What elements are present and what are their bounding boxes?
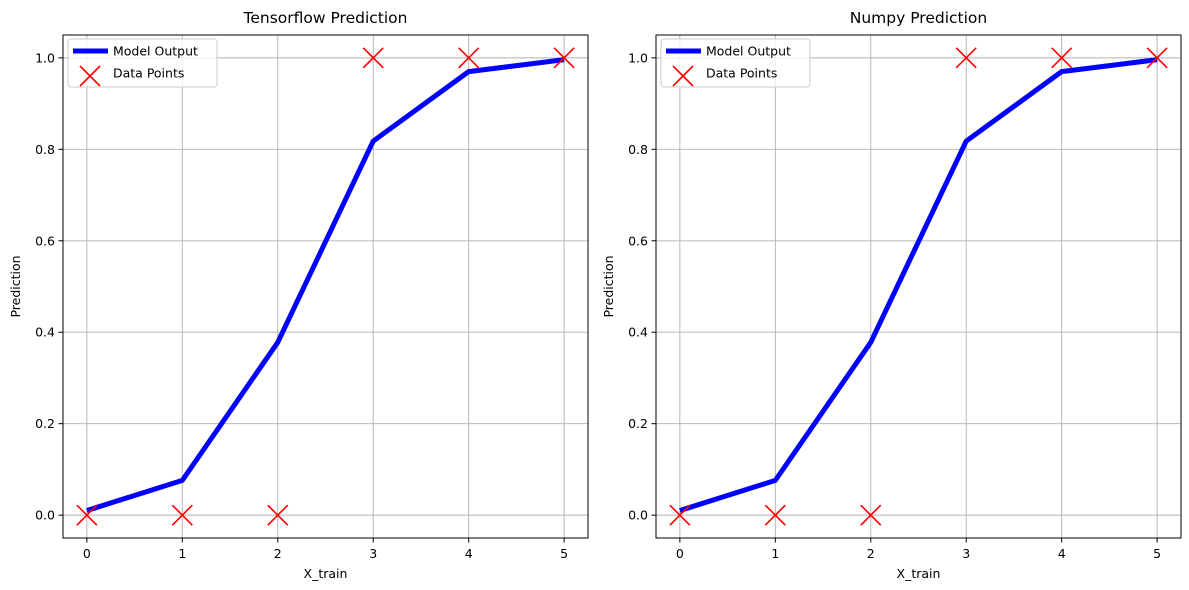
x-tick-label: 1 <box>771 546 779 561</box>
x-marker-stroke <box>669 504 691 526</box>
y-tick-label: 0.4 <box>35 325 55 340</box>
axes-frame <box>62 34 589 539</box>
data-point-marker <box>1051 47 1073 69</box>
data-point-marker <box>669 504 691 526</box>
x-tick-label: 1 <box>178 546 186 561</box>
y-tick-label: 0.2 <box>628 416 648 431</box>
x-tick-label: 0 <box>83 546 91 561</box>
data-point-marker <box>267 504 289 526</box>
data-point-marker <box>171 504 193 526</box>
data-point-marker <box>76 504 98 526</box>
x-marker-stroke <box>955 47 977 69</box>
x-tick-label: 3 <box>369 546 377 561</box>
y-tick-label: 1.0 <box>628 50 648 65</box>
x-tick-label: 3 <box>962 546 970 561</box>
x-tick-label: 4 <box>1058 546 1066 561</box>
series-line-model-output <box>679 57 1158 513</box>
x-marker-stroke <box>860 504 882 526</box>
y-tick-label: 0.4 <box>628 325 648 340</box>
series-data-points <box>76 47 575 526</box>
legend-x-swatch <box>79 65 101 87</box>
y-tick-label: 0.0 <box>628 508 648 523</box>
series-data-points <box>669 47 1168 526</box>
legend-entry: Model Output <box>73 44 198 59</box>
y-tick-label: 0.6 <box>628 233 648 248</box>
x-marker-stroke <box>458 47 480 69</box>
y-tick-label: 0.8 <box>35 142 55 157</box>
x-marker-stroke <box>1051 47 1073 69</box>
data-point-marker <box>458 47 480 69</box>
x-marker-stroke <box>267 504 289 526</box>
y-tick-label: 0.0 <box>35 508 55 523</box>
legend-label: Model Output <box>113 44 198 59</box>
data-point-marker <box>955 47 977 69</box>
x-axis-label: X_train <box>304 566 348 581</box>
data-point-marker <box>1146 47 1168 69</box>
x-tick-label: 2 <box>274 546 282 561</box>
x-tick-label: 4 <box>465 546 473 561</box>
grid-lines <box>656 35 1181 538</box>
x-marker-stroke <box>362 47 384 69</box>
x-tick-label: 5 <box>560 546 568 561</box>
x-tick-label: 5 <box>1153 546 1161 561</box>
legend-entry: Data Points <box>79 65 184 87</box>
chart-title: Numpy Prediction <box>850 9 987 27</box>
series-line-model-output <box>86 57 565 513</box>
y-tick-label: 0.2 <box>35 416 55 431</box>
legend-label: Model Output <box>706 44 791 59</box>
legend-x-swatch <box>672 65 694 87</box>
legend: Model Output Data Points <box>67 38 218 88</box>
data-point-marker <box>362 47 384 69</box>
x-tick-label: 0 <box>676 546 684 561</box>
x-marker-stroke <box>1146 47 1168 69</box>
y-tick-label: 0.6 <box>35 233 55 248</box>
x-tick-label: 2 <box>867 546 875 561</box>
legend-entry: Data Points <box>672 65 777 87</box>
data-point-marker <box>764 504 786 526</box>
y-axis-label: Prediction <box>8 255 23 317</box>
x-marker-stroke <box>76 504 98 526</box>
y-tick-label: 1.0 <box>35 50 55 65</box>
x-marker-stroke <box>171 504 193 526</box>
legend-label: Data Points <box>706 66 777 81</box>
x-marker-stroke <box>553 47 575 69</box>
data-point-marker <box>553 47 575 69</box>
axes-frame <box>655 34 1182 539</box>
subplot-numpy-prediction: Numpy Prediction 0 1 2 3 4 5 0.0 0.2 0.4 0.6 0.8 1.… <box>601 9 1182 581</box>
y-axis-label: Prediction <box>601 255 616 317</box>
legend-label: Data Points <box>113 66 184 81</box>
x-marker-stroke <box>764 504 786 526</box>
x-axis-label: X_train <box>897 566 941 581</box>
legend: Model Output Data Points <box>660 38 811 88</box>
y-tick-label: 0.8 <box>628 142 648 157</box>
legend-entry: Model Output <box>666 44 791 59</box>
grid-lines <box>63 35 588 538</box>
data-point-marker <box>860 504 882 526</box>
chart-title: Tensorflow Prediction <box>243 9 408 27</box>
subplot-tensorflow-prediction: Tensorflow Prediction 0 1 2 3 4 5 0.0 0.2 0.4 0.6… <box>8 9 589 581</box>
